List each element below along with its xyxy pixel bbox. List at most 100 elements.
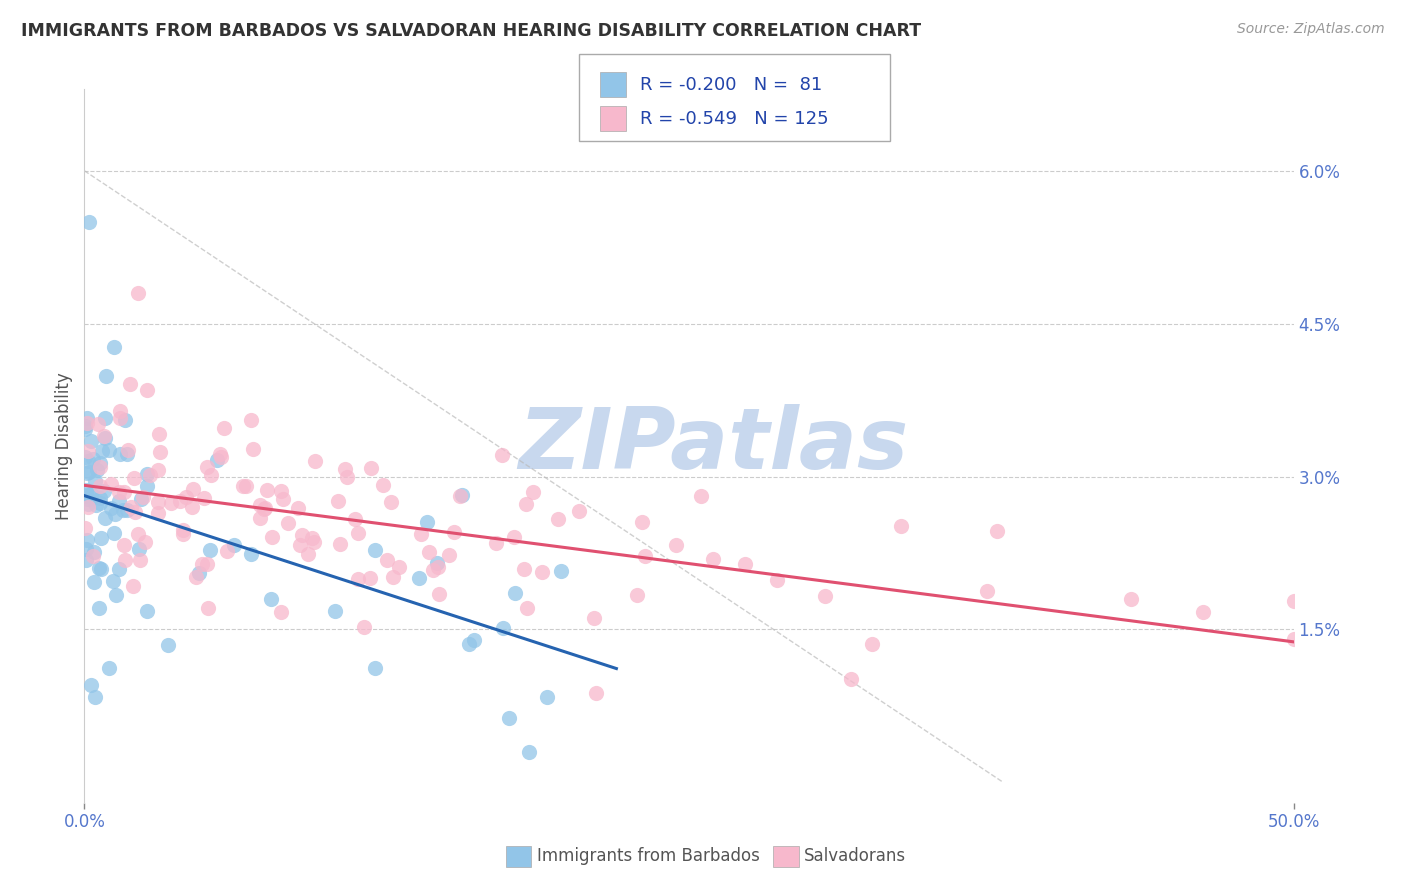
- Point: [94, 411, 117, 425]
- Point: [146, 495, 169, 509]
- Point: [191, 558, 214, 572]
- Point: [108, 485, 131, 500]
- Point: [522, 485, 544, 500]
- Point: [118, 376, 141, 391]
- Point: [89, 456, 111, 470]
- Point: [115, 447, 138, 461]
- Point: [184, 570, 207, 584]
- Point: [87, 417, 110, 431]
- Point: [343, 512, 366, 526]
- Point: [304, 454, 326, 468]
- Point: [112, 539, 135, 553]
- Point: [277, 516, 299, 531]
- Point: [271, 492, 294, 507]
- Point: [437, 548, 460, 562]
- Point: [77, 215, 100, 229]
- Point: [172, 523, 194, 537]
- Point: [90, 531, 112, 545]
- Point: [288, 538, 311, 552]
- Point: [224, 538, 246, 552]
- Point: [103, 525, 125, 540]
- Point: [256, 483, 278, 497]
- Point: [890, 518, 912, 533]
- Point: [75, 553, 97, 567]
- Text: Source: ZipAtlas.com: Source: ZipAtlas.com: [1237, 22, 1385, 37]
- Point: [323, 604, 346, 618]
- Point: [76, 416, 98, 430]
- Point: [76, 466, 98, 480]
- Point: [83, 544, 105, 558]
- Point: [986, 524, 1008, 538]
- Point: [114, 553, 136, 567]
- Point: [188, 566, 211, 580]
- Point: [172, 526, 194, 541]
- Point: [169, 494, 191, 508]
- Point: [100, 476, 122, 491]
- Point: [84, 474, 107, 488]
- Point: [75, 488, 97, 502]
- Text: IMMIGRANTS FROM BARBADOS VS SALVADORAN HEARING DISABILITY CORRELATION CHART: IMMIGRANTS FROM BARBADOS VS SALVADORAN H…: [21, 22, 921, 40]
- Point: [94, 511, 117, 525]
- Point: [249, 510, 271, 524]
- Point: [112, 485, 135, 500]
- Point: [302, 534, 325, 549]
- Point: [103, 340, 125, 354]
- Point: [240, 547, 263, 561]
- Point: [124, 505, 146, 519]
- Point: [634, 549, 657, 564]
- Point: [364, 661, 387, 675]
- Point: [77, 497, 100, 511]
- Point: [197, 600, 219, 615]
- Point: [976, 583, 998, 598]
- Point: [120, 500, 142, 514]
- Point: [631, 516, 654, 530]
- Point: [93, 429, 115, 443]
- Point: [516, 600, 538, 615]
- Point: [87, 560, 110, 574]
- Point: [100, 500, 122, 515]
- Point: [239, 412, 262, 426]
- Point: [347, 526, 370, 541]
- Point: [181, 500, 204, 514]
- Point: [253, 501, 276, 516]
- Point: [139, 467, 162, 482]
- Point: [90, 561, 112, 575]
- Point: [287, 500, 309, 515]
- Point: [734, 557, 756, 571]
- Point: [135, 479, 157, 493]
- Point: [107, 562, 129, 576]
- Point: [80, 434, 103, 448]
- Point: [136, 467, 159, 482]
- Point: [198, 543, 221, 558]
- Point: [127, 527, 149, 541]
- Point: [515, 497, 537, 511]
- Point: [232, 478, 254, 492]
- Point: [301, 532, 323, 546]
- Point: [174, 491, 197, 505]
- Point: [364, 542, 387, 557]
- Point: [512, 562, 534, 576]
- Point: [77, 500, 100, 515]
- Point: [89, 496, 111, 510]
- Point: [388, 560, 411, 574]
- Point: [328, 493, 350, 508]
- Point: [353, 620, 375, 634]
- Point: [260, 592, 283, 607]
- Point: [585, 686, 607, 700]
- Point: [76, 410, 98, 425]
- Point: [80, 487, 103, 501]
- Point: [270, 484, 292, 499]
- Point: [195, 460, 218, 475]
- Point: [215, 544, 238, 558]
- Point: [373, 478, 395, 492]
- Text: ZIPatlas: ZIPatlas: [517, 404, 908, 488]
- Point: [689, 489, 711, 503]
- Point: [291, 528, 314, 542]
- Point: [83, 690, 105, 704]
- Point: [380, 495, 402, 509]
- Point: [104, 588, 127, 602]
- Point: [76, 533, 98, 547]
- Point: [108, 447, 131, 461]
- Point: [547, 512, 569, 526]
- Point: [89, 491, 111, 505]
